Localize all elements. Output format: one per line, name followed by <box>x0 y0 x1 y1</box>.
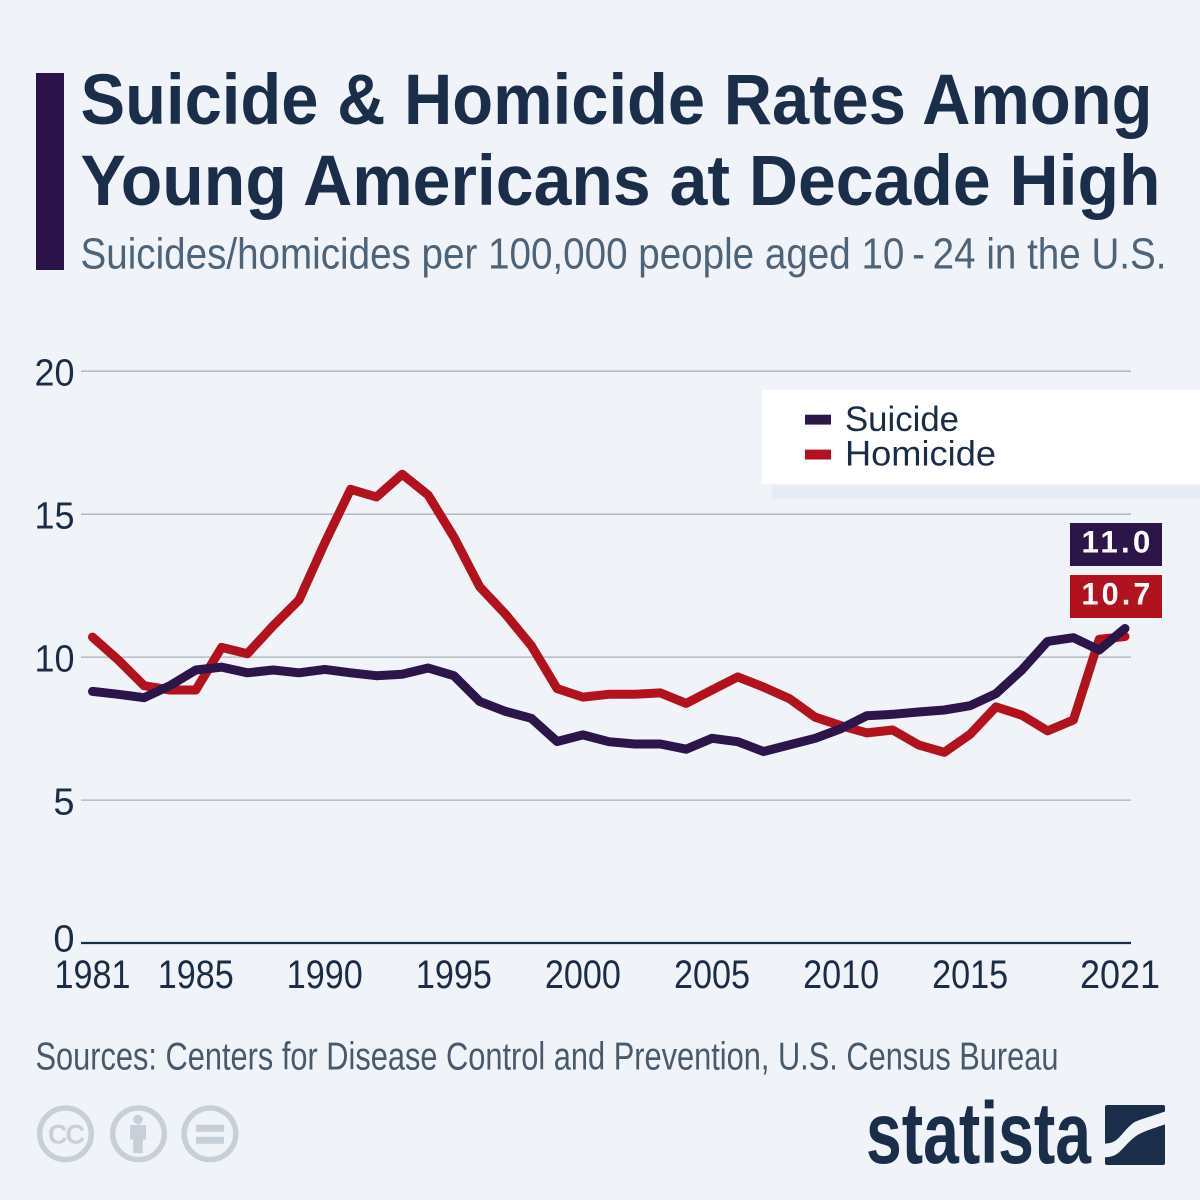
svg-text:2015: 2015 <box>932 953 1008 997</box>
svg-text:Young Americans at Decade High: Young Americans at Decade High <box>81 142 1161 221</box>
svg-text:15: 15 <box>35 496 75 538</box>
svg-text:Suicides/homicides per 100,000: Suicides/homicides per 100,000 people ag… <box>81 230 1167 279</box>
svg-text:2005: 2005 <box>674 953 750 997</box>
svg-text:Homicide: Homicide <box>845 435 996 474</box>
svg-text:1990: 1990 <box>287 953 363 997</box>
svg-text:20: 20 <box>35 353 75 395</box>
svg-text:statista: statista <box>866 1085 1091 1182</box>
svg-text:Suicide & Homicide Rates Among: Suicide & Homicide Rates Among <box>81 61 1153 140</box>
svg-text:Suicide: Suicide <box>845 400 959 439</box>
svg-text:1981: 1981 <box>55 953 131 997</box>
svg-text:10.7: 10.7 <box>1082 575 1154 611</box>
svg-text:CC: CC <box>48 1119 84 1149</box>
svg-text:2000: 2000 <box>545 953 621 997</box>
svg-text:2021: 2021 <box>1080 953 1160 997</box>
svg-text:Sources: Centers for Disease C: Sources: Centers for Disease Control and… <box>36 1036 1059 1079</box>
svg-text:10: 10 <box>35 638 75 680</box>
svg-text:1985: 1985 <box>158 953 234 997</box>
svg-text:2010: 2010 <box>803 953 879 997</box>
svg-text:5: 5 <box>53 781 74 823</box>
svg-text:0: 0 <box>53 919 74 961</box>
svg-text:1995: 1995 <box>416 953 492 997</box>
svg-text:11.0: 11.0 <box>1082 524 1154 560</box>
